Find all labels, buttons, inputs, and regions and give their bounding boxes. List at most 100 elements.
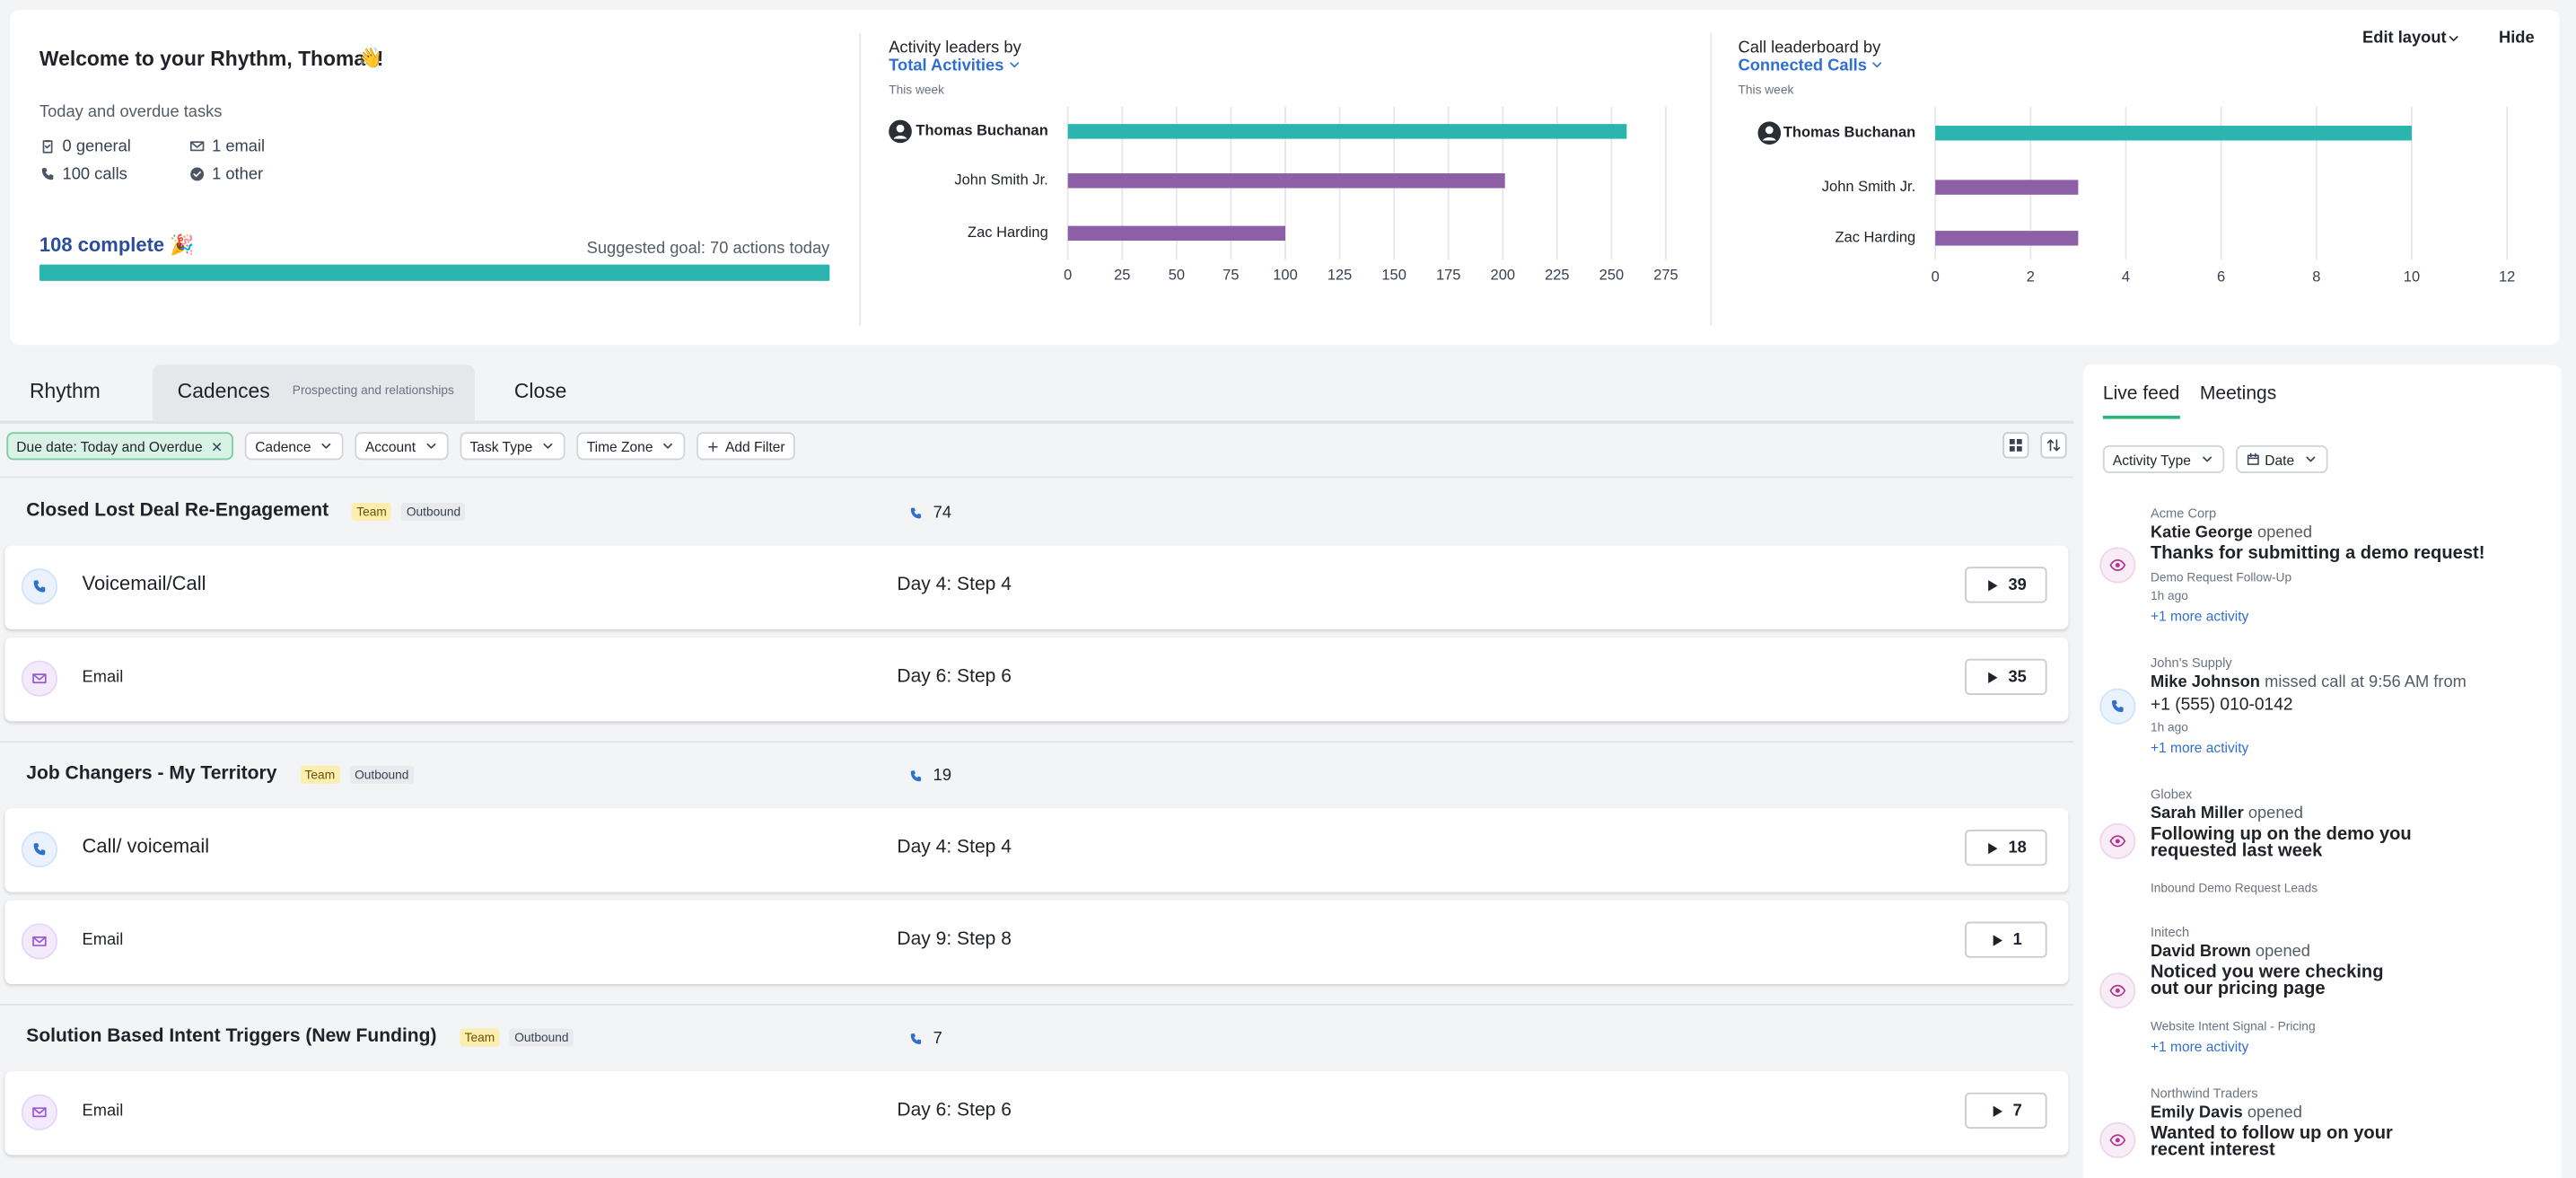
filter-label: Cadence: [255, 437, 311, 454]
feed-subject: Wanted to follow up on your recent inter…: [2150, 1122, 2393, 1160]
goal-text: Suggested goal: 70 actions today: [586, 239, 830, 258]
chev-icon: [543, 443, 553, 449]
header-action[interactable]: Hide: [2498, 29, 2535, 48]
header-action[interactable]: Edit layout: [2362, 29, 2447, 48]
feed-filter-label: Activity Type: [2112, 451, 2191, 468]
chart-title: Call leaderboard by: [1738, 39, 1881, 57]
group-count: 7: [933, 1029, 942, 1048]
task-count: 1 email: [212, 136, 266, 155]
group-name: Closed Lost Deal Re-Engagement: [26, 501, 329, 522]
filter-chip[interactable]: Cadence: [245, 432, 345, 461]
filter-chip[interactable]: Due date: Today and Overdue: [6, 432, 234, 461]
feed-company: Globex: [2150, 786, 2193, 802]
avatar-body: [893, 136, 907, 139]
start-count: 18: [2008, 839, 2027, 857]
group-tag: Team: [460, 1027, 500, 1046]
chart-metric[interactable]: Connected Calls: [1739, 55, 1886, 76]
x-tick-label: 6: [2217, 269, 2225, 286]
chev-icon: [2448, 35, 2458, 40]
eye-pupil: [2115, 987, 2120, 992]
start-button[interactable]: 1: [1965, 921, 2047, 958]
step-card: [4, 808, 2069, 892]
eye-icon: [2109, 834, 2126, 847]
feed-item: Acme Corp Katie George opened Thanks for s…: [2099, 505, 2556, 627]
feed-more[interactable]: +1 more activity: [2150, 607, 2249, 624]
eye-icon: [2109, 983, 2126, 997]
avatar-head: [1765, 126, 1774, 135]
group-name: Job Changers - My Territory: [26, 763, 277, 784]
tab[interactable]: Rhythm: [29, 379, 101, 403]
play-glyph: [1988, 671, 1999, 683]
feed-more[interactable]: +1 more activity: [2150, 738, 2249, 755]
chev-icon: [1872, 63, 1882, 68]
bar: [1067, 173, 1505, 189]
group-header: Closed Lost Deal Re-Engagement Team Outbou…: [26, 497, 466, 526]
mail-glyph: [32, 936, 47, 946]
start-count: 35: [2008, 667, 2027, 686]
call-glyph: [33, 580, 46, 593]
avatar-head: [896, 124, 905, 133]
chev-glyph: [1872, 63, 1882, 68]
tab[interactable]: Close: [513, 379, 567, 403]
feed-more[interactable]: +1 more activity: [2150, 1037, 2249, 1054]
plus-glyph: [708, 441, 719, 452]
bar: [1935, 231, 2079, 246]
feed-time: 1h ago: [2150, 718, 2188, 734]
start-button[interactable]: 39: [1965, 567, 2047, 603]
separator: [0, 1004, 2073, 1006]
call-glyph: [33, 843, 46, 856]
group-tag: Outbound: [401, 502, 466, 521]
filter-bar: Due date: Today and Overdue Cadence Accoun…: [6, 432, 795, 461]
start-button[interactable]: 7: [1965, 1092, 2047, 1130]
eye-glyph: [2109, 983, 2126, 997]
filter-chip[interactable]: Time Zone: [576, 432, 687, 461]
call-glyph: [2112, 699, 2124, 712]
mail-icon: [189, 141, 205, 152]
feed-action: opened: [2247, 804, 2303, 822]
feed-icon: [2099, 687, 2136, 725]
mail-glyph: [32, 673, 47, 684]
group-count: 74: [933, 503, 952, 522]
feed-item: John's Supply Mike Johnson missed call at…: [2099, 653, 2556, 758]
calendar-glyph: [2247, 454, 2258, 465]
task-glyph: [44, 144, 51, 149]
divider: [859, 32, 862, 326]
feed-text: Initech David Brown opened Noticed you wer…: [2151, 922, 2537, 1057]
feed-line: Sarah Miller opened: [2151, 803, 2537, 824]
mail-icon: [32, 1107, 47, 1118]
bar-label: John Smith Jr.: [954, 172, 1047, 189]
bar: [1067, 225, 1286, 242]
welcome-emoji: 👋: [358, 46, 383, 70]
bar: [1935, 180, 2079, 195]
call-icon: [2112, 699, 2124, 712]
feed-filter[interactable]: Activity Type: [2102, 444, 2224, 473]
view-toggle[interactable]: [2002, 432, 2029, 459]
chev-glyph: [321, 443, 331, 449]
feed-filter[interactable]: Date: [2235, 444, 2327, 473]
chev-icon: [426, 443, 436, 449]
step-icon-bg: [21, 660, 58, 697]
tasks-heading: Today and overdue tasks: [39, 102, 223, 121]
chart-period: This week: [889, 82, 945, 98]
chev-glyph: [2305, 456, 2315, 462]
filter-chip[interactable]: Account: [355, 432, 449, 461]
filter-chip[interactable]: Task Type: [460, 432, 565, 461]
x-tick-label: 200: [1491, 268, 1515, 284]
filter-chip[interactable]: Add Filter: [697, 432, 795, 461]
bar-label: Thomas Buchanan: [1783, 125, 1915, 141]
start-button[interactable]: 18: [1965, 830, 2047, 866]
chev-icon: [321, 443, 331, 449]
start-button[interactable]: 35: [1965, 658, 2047, 696]
chart-metric[interactable]: Total Activities: [889, 55, 1021, 76]
group-count: 19: [933, 766, 952, 785]
feed-tab[interactable]: Meetings: [2199, 383, 2277, 404]
eye-icon: [2109, 1133, 2126, 1146]
sort-toggle[interactable]: [2040, 432, 2067, 459]
feed-person: Sarah Miller: [2150, 804, 2244, 822]
tab[interactable]: Cadences: [177, 379, 270, 403]
task-count: 100 calls: [62, 164, 127, 184]
x-tick-label: 4: [2122, 269, 2130, 286]
feed-tab[interactable]: Live feed: [2102, 383, 2180, 404]
